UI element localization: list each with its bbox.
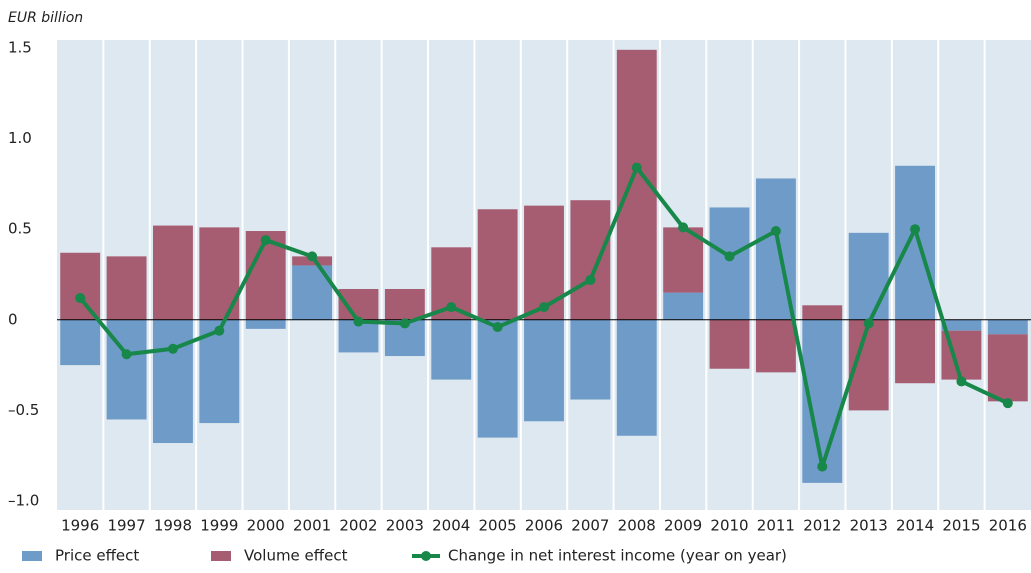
x-tick-label: 2007	[571, 517, 609, 535]
bar	[524, 319, 564, 422]
line-point	[1002, 398, 1013, 409]
bar	[477, 319, 518, 438]
line-point	[121, 349, 132, 360]
line-point	[214, 325, 225, 336]
x-tick-label: 1996	[61, 517, 99, 535]
bar	[895, 165, 935, 320]
x-tick-label: 2004	[432, 517, 470, 535]
line-point	[956, 376, 967, 387]
line-point	[910, 224, 921, 235]
y-tick-label: –0.5	[8, 401, 39, 419]
x-tick-label: 2008	[618, 517, 656, 535]
bar	[106, 256, 147, 320]
legend-label: Change in net interest income (year on y…	[448, 547, 787, 565]
bar	[570, 319, 611, 400]
bar	[709, 207, 750, 320]
bar	[477, 209, 518, 320]
x-tick-label: 2001	[293, 517, 331, 535]
bar	[987, 334, 1028, 402]
line-point	[399, 318, 410, 329]
line-point	[167, 343, 178, 354]
legend-swatch	[211, 551, 231, 561]
line-point	[817, 461, 828, 472]
line-point	[307, 251, 318, 262]
line-point	[678, 222, 689, 233]
x-tick-label: 2005	[479, 517, 517, 535]
x-tick-label: 2015	[942, 517, 980, 535]
x-tick-label: 2016	[989, 517, 1027, 535]
line-point	[539, 302, 549, 313]
legend-swatch	[22, 551, 42, 561]
bar	[941, 319, 982, 331]
bar	[987, 319, 1028, 335]
line-point	[353, 316, 364, 327]
bar	[60, 252, 101, 320]
y-axis-label: EUR billion	[8, 10, 83, 26]
bar	[848, 232, 889, 320]
x-tick-label: 2014	[896, 517, 934, 535]
x-tick-label: 2012	[803, 517, 841, 535]
bar	[431, 319, 472, 380]
x-tick-label: 2013	[850, 517, 888, 535]
line-point	[724, 251, 735, 262]
line-point	[585, 274, 596, 285]
bar	[153, 319, 193, 444]
legend-label: Price effect	[55, 547, 139, 565]
x-tick-label: 2009	[664, 517, 702, 535]
x-tick-label: 2011	[757, 517, 795, 535]
bar	[616, 319, 657, 436]
y-tick-label: 1.0	[8, 129, 32, 147]
bar	[384, 288, 425, 320]
x-tick-label: 2006	[525, 517, 563, 535]
x-tick-label: 1997	[107, 517, 145, 535]
bar	[663, 227, 704, 293]
bar	[709, 319, 750, 369]
y-tick-label: 1.5	[8, 39, 32, 57]
line-point	[446, 302, 457, 313]
bar	[60, 319, 101, 366]
legend-swatch	[421, 551, 431, 561]
bar	[755, 319, 796, 373]
line-point	[75, 293, 86, 304]
x-tick-label: 2003	[386, 517, 424, 535]
bar	[802, 305, 843, 320]
bar	[245, 319, 286, 329]
line-point	[631, 162, 642, 173]
bar	[153, 225, 193, 320]
x-tick-label: 2002	[339, 517, 377, 535]
x-tick-label: 2000	[247, 517, 285, 535]
line-point	[260, 235, 271, 246]
y-tick-label: 0	[8, 310, 18, 328]
bar	[570, 200, 611, 320]
y-tick-label: 0.5	[8, 220, 32, 238]
line-point	[863, 318, 874, 329]
x-tick-label: 2010	[710, 517, 748, 535]
x-tick-label: 1999	[200, 517, 238, 535]
bar	[663, 292, 704, 320]
x-tick-label: 1998	[154, 517, 192, 535]
line-point	[492, 322, 503, 333]
legend-label: Volume effect	[244, 547, 348, 565]
bar	[895, 319, 935, 384]
line-point	[770, 226, 781, 237]
y-tick-label: –1.0	[8, 492, 39, 510]
